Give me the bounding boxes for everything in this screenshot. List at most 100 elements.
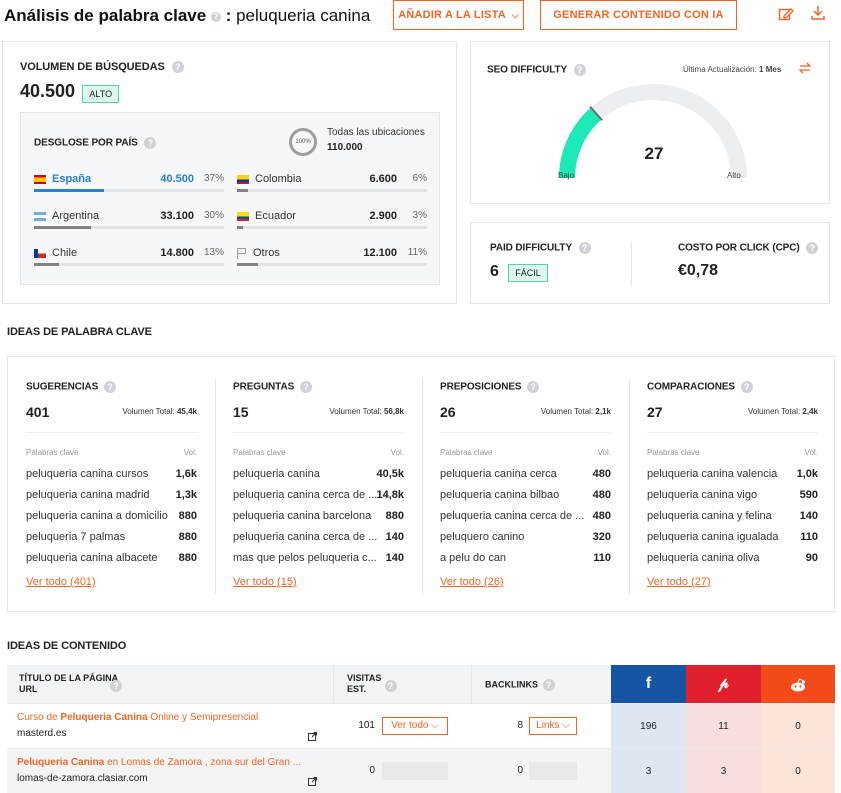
keyword-row[interactable]: a pelu do can 110 xyxy=(440,552,611,568)
keyword-row[interactable]: peluqueria canina bilbao 480 xyxy=(440,489,611,505)
download-icon[interactable] xyxy=(810,5,826,21)
country-row[interactable]: Ecuador 2.900 3% xyxy=(237,210,427,234)
keyword-text: peluqueria canina vigo xyxy=(647,489,758,501)
keyword-row[interactable]: peluqueria canina cerca de ... 480 xyxy=(440,510,611,526)
help-icon[interactable]: ? xyxy=(806,242,819,254)
idea-total: Volumen Total: 56,8k xyxy=(329,407,404,416)
country-row[interactable]: España 40.500 37% xyxy=(34,173,224,197)
th-visits-row2: EST. ? xyxy=(347,679,397,695)
help-icon[interactable]: ? xyxy=(740,381,753,393)
page-title-link[interactable]: Peluqueria Canina en Lomas de Zamora , z… xyxy=(17,757,303,768)
country-name: Argentina xyxy=(34,210,99,222)
add-to-list-label: AÑADIR A LA LISTA xyxy=(398,9,506,21)
idea-count: 26 xyxy=(440,404,456,420)
gauge-high-label: Alto xyxy=(727,171,741,180)
country-value: 2.900 xyxy=(369,210,397,222)
country-pct: 13% xyxy=(203,247,224,258)
edit-icon[interactable] xyxy=(778,6,794,22)
help-icon[interactable]: ? xyxy=(384,679,397,692)
reddit-icon xyxy=(791,678,806,692)
keyword-row[interactable]: peluqueria canina a domicilio 880 xyxy=(26,510,197,526)
country-name: Ecuador xyxy=(237,210,296,222)
title-bold: Peluqueria Canina xyxy=(17,757,105,768)
volume-card: VOLUMEN DE BÚSQUEDAS ? 40.500 ALTO DESGL… xyxy=(2,41,457,304)
cpc-label: COSTO POR CLICK (CPC) ? xyxy=(678,242,819,254)
pinterest-shares-value: 11 xyxy=(718,721,729,732)
country-pct: 11% xyxy=(407,247,427,258)
country-name: España xyxy=(34,173,91,185)
help-icon[interactable]: ? xyxy=(144,137,157,149)
help-icon[interactable]: ? xyxy=(210,11,221,22)
table-row: Peluqueria Canina en Lomas de Zamora , z… xyxy=(7,748,835,793)
facebook-shares-value: 196 xyxy=(640,721,657,732)
title-bold: Peluqueria Canina xyxy=(60,712,148,723)
country-row[interactable]: Chile 14.800 13% xyxy=(34,247,224,271)
see-all-link[interactable]: Ver todo (26) xyxy=(440,576,504,588)
col-vol-header: Vol. xyxy=(183,448,197,457)
gauge-marker xyxy=(589,106,603,121)
keyword-text: peluqueria canina madrid xyxy=(26,489,150,501)
keyword-row[interactable]: peluqueria canina igualada 110 xyxy=(647,531,818,547)
keyword-row[interactable]: peluqueria canina valencia 1,0k xyxy=(647,468,818,484)
keyword-row[interactable]: peluqueria canina cursos 1,6k xyxy=(26,468,197,484)
idea-column: PREGUNTAS ? 15 Volumen Total: 56,8k Pala… xyxy=(233,357,404,607)
country-row[interactable]: Argentina 33.100 30% xyxy=(34,210,224,234)
help-icon[interactable]: ? xyxy=(109,679,122,692)
help-icon[interactable]: ? xyxy=(171,61,184,74)
country-bar xyxy=(34,189,224,192)
help-icon[interactable]: ? xyxy=(299,381,312,393)
see-all-link[interactable]: Ver todo (15) xyxy=(233,576,297,588)
country-name: Otros xyxy=(237,247,280,259)
see-all-link[interactable]: Ver todo (27) xyxy=(647,576,711,588)
keyword-row[interactable]: peluqueria canina cerca 480 xyxy=(440,468,611,484)
table-header xyxy=(7,665,611,703)
facebook-shares: 3 xyxy=(611,749,686,793)
keyword-row[interactable]: peluqueria canina cerca de ... 14,8k xyxy=(233,489,404,505)
help-icon[interactable]: ? xyxy=(542,679,555,691)
keyword-row[interactable]: peluqueria canina oliva 90 xyxy=(647,552,818,568)
help-icon[interactable]: ? xyxy=(573,64,586,76)
country-row[interactable]: Colombia 6.600 6% xyxy=(237,173,427,197)
see-all-link[interactable]: Ver todo (401) xyxy=(26,576,96,588)
facebook-header: f xyxy=(611,665,686,703)
idea-column-title: COMPARACIONES ? xyxy=(647,381,753,393)
idea-total: Volumen Total: 2,1k xyxy=(541,407,611,416)
keyword-row[interactable]: peluqueria canina 40,5k xyxy=(233,468,404,484)
col-vol-header: Vol. xyxy=(390,448,404,457)
facebook-shares-value: 3 xyxy=(645,766,652,777)
keyword-row[interactable]: peluqueria canina cerca de ... 140 xyxy=(233,531,404,547)
country-value: 12.100 xyxy=(363,247,397,259)
links-btn-label: Links xyxy=(536,720,560,731)
title-colon: : xyxy=(225,6,232,25)
see-all-visits-button[interactable]: Ver todo ⌵ xyxy=(382,717,448,735)
keyword-row[interactable]: peluqueria 7 palmas 880 xyxy=(26,531,197,547)
keyword-row[interactable]: peluqueria canina barcelona 880 xyxy=(233,510,404,526)
facebook-shares: 196 xyxy=(611,704,686,749)
help-icon[interactable]: ? xyxy=(527,381,540,393)
keyword-row[interactable]: peluqueria canina madrid 1,3k xyxy=(26,489,197,505)
volume-value-row: 40.500 ALTO xyxy=(20,81,120,103)
keyword-row[interactable]: peluqueria canina vigo 590 xyxy=(647,489,818,505)
external-link-icon[interactable] xyxy=(308,775,317,786)
external-link-icon[interactable] xyxy=(308,730,317,741)
refresh-icon[interactable] xyxy=(797,61,813,75)
vol-total-label: Volumen Total: xyxy=(540,407,594,416)
seo-gauge xyxy=(559,84,747,179)
keyword-row[interactable]: peluqueria canina albacete 880 xyxy=(26,552,197,568)
links-button[interactable]: Links ⌵ xyxy=(529,717,577,735)
page-title-link[interactable]: Curso de Peluqueria Canina Online y Semi… xyxy=(17,712,303,723)
help-icon[interactable]: ? xyxy=(103,381,116,393)
title-post: en Lomas de Zamora , zona sur del Gran .… xyxy=(104,757,302,768)
column-divider xyxy=(629,379,630,594)
add-to-list-button[interactable]: AÑADIR A LA LISTA ⌵ xyxy=(393,0,524,30)
country-pct: 30% xyxy=(203,210,224,221)
keyword-row[interactable]: peluqueria canina y felina 140 xyxy=(647,510,818,526)
help-icon[interactable]: ? xyxy=(578,242,591,254)
keyword-row[interactable]: peluquero canino 320 xyxy=(440,531,611,547)
keyword-row[interactable]: mas que pelos peluqueria c... 140 xyxy=(233,552,404,568)
cpc-label-text: COSTO POR CLICK (CPC) xyxy=(678,242,800,254)
seo-label-text: SEO DIFFICULTY xyxy=(487,64,567,76)
country-row[interactable]: Otros 12.100 11% xyxy=(237,247,427,271)
generate-content-button[interactable]: GENERAR CONTENIDO CON IA xyxy=(540,0,737,30)
country-value: 6.600 xyxy=(369,173,397,185)
